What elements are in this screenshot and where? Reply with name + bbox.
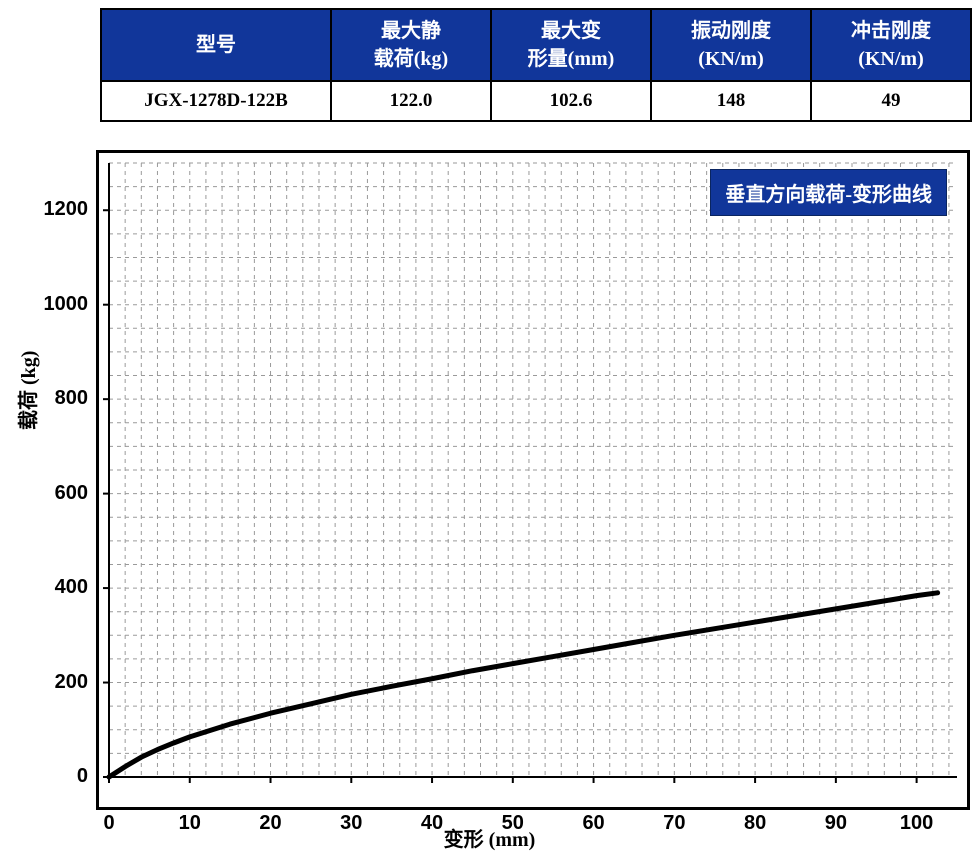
x-tick-label: 0 — [103, 812, 114, 835]
x-tick-label: 100 — [900, 812, 933, 835]
col-header-max-load-l2: 载荷(kg) — [374, 48, 448, 70]
y-tick-label: 0 — [77, 765, 88, 788]
col-header-model-l1: 型号 — [196, 34, 236, 56]
x-tick-label: 50 — [502, 812, 524, 835]
col-header-max-deform: 最大变 形量(mm) — [491, 9, 651, 81]
y-tick-label: 200 — [55, 671, 88, 694]
col-header-max-deform-l2: 形量(mm) — [528, 48, 615, 70]
y-tick-label: 1200 — [44, 198, 89, 221]
x-tick-label: 30 — [340, 812, 362, 835]
x-tick-label: 40 — [421, 812, 443, 835]
chart-frame: 垂直方向载荷-变形曲线 — [96, 150, 970, 810]
col-header-vib-stiffness: 振动刚度 (KN/m) — [651, 9, 811, 81]
col-header-vib-stiffness-l1: 振动刚度 — [691, 20, 771, 42]
x-tick-label: 90 — [825, 812, 847, 835]
col-header-impact-stiffness-l1: 冲击刚度 — [851, 20, 931, 42]
col-header-impact-stiffness: 冲击刚度 (KN/m) — [811, 9, 971, 81]
cell-impact-stiffness: 49 — [811, 81, 971, 121]
y-tick-label: 1000 — [44, 293, 89, 316]
x-tick-label: 80 — [744, 812, 766, 835]
spec-table: 型号 最大静 载荷(kg) 最大变 形量(mm) 振动刚度 (KN/m) 冲击刚… — [100, 8, 972, 122]
spec-table-header-row: 型号 最大静 载荷(kg) 最大变 形量(mm) 振动刚度 (KN/m) 冲击刚… — [101, 9, 971, 81]
spec-table-data-row: JGX-1278D-122B 122.0 102.6 148 49 — [101, 81, 971, 121]
x-tick-label: 20 — [259, 812, 281, 835]
cell-model: JGX-1278D-122B — [101, 81, 331, 121]
y-tick-label: 600 — [55, 482, 88, 505]
col-header-max-load: 最大静 载荷(kg) — [331, 9, 491, 81]
col-header-impact-stiffness-l2: (KN/m) — [858, 48, 924, 70]
col-header-model: 型号 — [101, 9, 331, 81]
x-tick-label: 70 — [663, 812, 685, 835]
y-tick-label: 800 — [55, 387, 88, 410]
x-tick-label: 10 — [179, 812, 201, 835]
cell-max-load: 122.0 — [331, 81, 491, 121]
col-header-max-load-l1: 最大静 — [381, 20, 441, 42]
y-axis-label: 载荷 (kg) — [12, 351, 41, 430]
y-tick-label: 400 — [55, 576, 88, 599]
chart-svg — [99, 153, 967, 807]
col-header-vib-stiffness-l2: (KN/m) — [698, 48, 764, 70]
chart-title: 垂直方向载荷-变形曲线 — [710, 169, 947, 216]
cell-vib-stiffness: 148 — [651, 81, 811, 121]
col-header-max-deform-l1: 最大变 — [541, 20, 601, 42]
x-tick-label: 60 — [582, 812, 604, 835]
cell-max-deform: 102.6 — [491, 81, 651, 121]
